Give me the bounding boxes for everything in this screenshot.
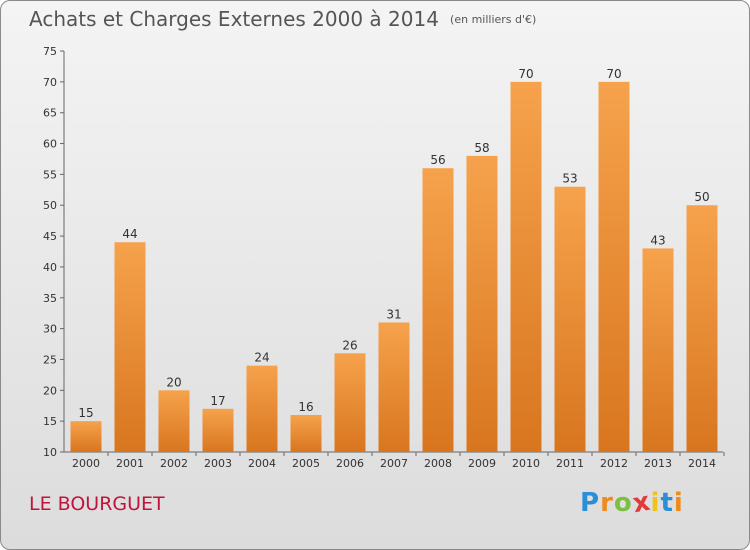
x-tick-label: 2013 [644,457,672,470]
x-tick-label: 2007 [380,457,408,470]
x-tick-label: 2005 [292,457,320,470]
x-tick-label: 2009 [468,457,496,470]
value-label: 20 [166,375,181,389]
title-text: Achats et Charges Externes 2000 à 2014 [29,7,439,31]
bar-2000 [70,421,102,452]
bar-2008 [422,168,454,452]
x-tick-label: 2003 [204,457,232,470]
value-label: 58 [474,141,489,155]
bar-2012 [598,81,630,452]
y-tick-label: 45 [43,230,57,243]
logo-letter: t [660,488,674,518]
logo-letter: P [580,488,601,518]
value-label: 44 [122,227,137,241]
y-tick-label: 70 [43,76,57,89]
bar-2013 [642,248,674,452]
logo-letter: i [673,488,684,518]
unit-text: (en milliers d'€) [450,13,537,26]
value-label: 31 [386,307,401,321]
y-tick-label: 55 [43,168,57,181]
y-tick-label: 20 [43,384,57,397]
bar-2010 [510,81,542,452]
bar-2001 [114,242,146,452]
y-tick-label: 35 [43,292,57,305]
value-label: 70 [606,67,621,81]
y-tick-label: 10 [43,446,57,459]
y-tick-label: 25 [43,353,57,366]
x-tick-label: 2011 [556,457,584,470]
x-tick-label: 2006 [336,457,364,470]
bar-2004 [246,365,278,452]
value-label: 17 [210,394,225,408]
logo-letter: r [600,488,614,518]
y-tick-label: 30 [43,323,57,336]
y-tick-label: 40 [43,261,57,274]
value-label: 15 [78,406,93,420]
value-label: 26 [342,338,357,352]
x-tick-label: 2014 [688,457,716,470]
y-tick-label: 65 [43,107,57,120]
value-label: 56 [430,153,445,167]
value-label: 50 [694,190,709,204]
bar-2006 [334,353,366,452]
y-tick-label: 75 [43,45,57,58]
city-name: LE BOURGUET [29,493,165,515]
bar-2002 [158,390,190,452]
x-tick-label: 2001 [116,457,144,470]
bar-2007 [378,322,410,452]
logo-letter: i [650,488,661,518]
x-tick-label: 2002 [160,457,188,470]
value-label: 43 [650,233,665,247]
x-tick-label: 2012 [600,457,628,470]
x-tick-label: 2004 [248,457,276,470]
value-label: 24 [254,351,269,365]
x-tick-label: 2010 [512,457,540,470]
y-tick-label: 15 [43,415,57,428]
bar-2014 [686,205,718,452]
value-label: 16 [298,400,313,414]
bar-2003 [202,408,234,452]
y-tick-label: 60 [43,138,57,151]
value-label: 70 [518,67,533,81]
chart-title: Achats et Charges Externes 2000 à 2014 (… [29,7,536,31]
x-tick-label: 2008 [424,457,452,470]
y-tick-label: 50 [43,199,57,212]
x-tick-label: 2000 [72,457,100,470]
bar-2009 [466,155,498,452]
proxiti-logo: Proxiti [580,487,684,520]
bar-2011 [554,186,586,452]
value-label: 53 [562,172,577,186]
logo-letter: o [613,488,633,518]
bar-2005 [290,414,322,452]
